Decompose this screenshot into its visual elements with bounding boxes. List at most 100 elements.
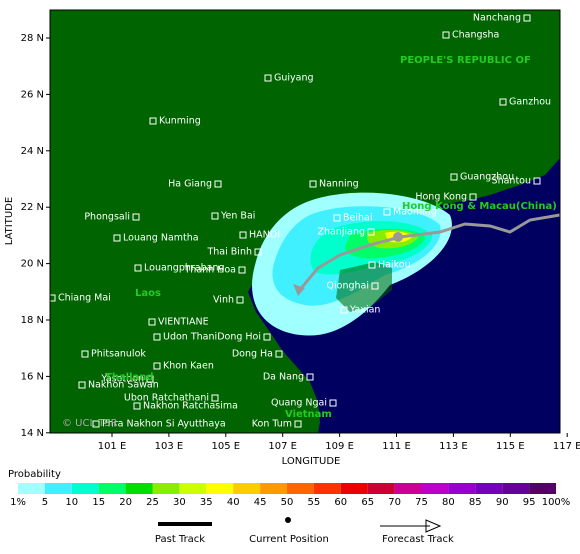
legend-swatch bbox=[287, 483, 314, 494]
axes: 101 E 103 E 105 E 107 E 109 E 111 E 113 E 115 E… bbox=[21, 33, 580, 452]
place-label: Phra Nakhon Si Ayutthaya bbox=[102, 419, 226, 430]
copyright: © UCL TSR bbox=[62, 418, 118, 429]
place-label: Guangzhou bbox=[460, 172, 514, 183]
legend-swatch bbox=[71, 483, 99, 494]
place-label: HANOI bbox=[249, 230, 280, 241]
legend-swatch bbox=[179, 483, 207, 494]
legend-label: 70 bbox=[388, 497, 401, 508]
legend: 1% 5 10 15 20 25 30 35 40 45 50 55 60 65 70 75 80 85 90 95 1… bbox=[10, 483, 570, 508]
legend-label: 85 bbox=[469, 497, 482, 508]
legend-swatch bbox=[340, 483, 368, 494]
x-axis-label: LONGITUDE bbox=[282, 456, 341, 467]
y-tick-label: 20 N bbox=[21, 259, 44, 270]
place-label: Beihai bbox=[343, 213, 372, 224]
legend-label: 60 bbox=[334, 497, 347, 508]
place-marker bbox=[294, 420, 302, 428]
legend-label: 25 bbox=[146, 497, 159, 508]
legend-swatch bbox=[44, 483, 72, 494]
x-tick-label: 115 E bbox=[496, 441, 525, 452]
place-marker bbox=[309, 180, 317, 188]
place-marker bbox=[211, 394, 219, 402]
place-marker bbox=[149, 117, 157, 125]
places: Nanchang Changsha Guiyang Ganzhou Kunming Nan… bbox=[50, 13, 557, 430]
place-marker bbox=[132, 213, 140, 221]
place-marker bbox=[306, 373, 314, 381]
region-label: Hong Kong & Macau(China) bbox=[402, 201, 557, 212]
place-marker bbox=[153, 362, 161, 370]
place-label: Maoming bbox=[393, 207, 437, 218]
legend-swatch bbox=[448, 483, 476, 494]
legend-swatch bbox=[152, 483, 180, 494]
place-marker bbox=[254, 248, 262, 256]
place-marker bbox=[523, 14, 531, 22]
legend-label: 50 bbox=[281, 497, 294, 508]
legend-label: 90 bbox=[496, 497, 509, 508]
place-marker bbox=[153, 333, 161, 341]
place-label: Kon Tum bbox=[252, 419, 292, 430]
y-tick-label: 18 N bbox=[21, 315, 44, 326]
legend-label: 20 bbox=[119, 497, 132, 508]
place-marker bbox=[78, 381, 86, 389]
place-label: Phongsali bbox=[84, 212, 130, 223]
y-tick-label: 24 N bbox=[21, 146, 44, 157]
legend-label: 30 bbox=[173, 497, 186, 508]
place-label: Udon Thani bbox=[163, 332, 217, 343]
legend-swatch bbox=[475, 483, 503, 494]
region-label: Vietnam bbox=[285, 409, 332, 420]
region-label: PEOPLE'S REPUBLIC OF bbox=[400, 55, 531, 66]
place-label: VIENTIANE bbox=[158, 317, 209, 328]
legend-swatch bbox=[206, 483, 234, 494]
place-label: Ubon Ratchathani bbox=[124, 393, 209, 404]
x-tick-label: 113 E bbox=[439, 441, 468, 452]
place-label: Quang Ngai bbox=[271, 398, 327, 409]
legend-swatch bbox=[260, 483, 287, 494]
place-marker bbox=[134, 264, 142, 272]
y-tick-label: 28 N bbox=[21, 33, 44, 44]
place-label: Thanh Hoa bbox=[184, 265, 237, 276]
place-label: Changsha bbox=[452, 30, 499, 41]
place-marker bbox=[148, 318, 156, 326]
place-label: Thai Binh bbox=[206, 247, 252, 258]
place-label: Ha Giang bbox=[168, 179, 212, 190]
place-marker bbox=[383, 208, 391, 216]
place-label: Nakhon Ratchasima bbox=[143, 401, 238, 412]
place-marker bbox=[113, 234, 121, 242]
legend-label: 45 bbox=[254, 497, 267, 508]
place-marker bbox=[146, 375, 154, 383]
place-label: Phitsanulok bbox=[91, 349, 146, 360]
legend-label: 95 bbox=[523, 497, 536, 508]
x-tick-label: 109 E bbox=[325, 441, 354, 452]
y-tick-label: 14 N bbox=[21, 428, 44, 439]
place-marker bbox=[211, 212, 219, 220]
place-marker bbox=[133, 402, 141, 410]
place-label: Louangphrabang bbox=[144, 263, 225, 274]
legend-swatch bbox=[233, 483, 261, 494]
forecast-arrow bbox=[425, 519, 442, 533]
x-tick-label: 103 E bbox=[155, 441, 184, 452]
place-label: Chiang Mai bbox=[58, 293, 111, 304]
place-label: Hong Kong bbox=[415, 192, 467, 203]
key-label: Forecast Track bbox=[382, 534, 454, 545]
legend-label: 1% bbox=[10, 497, 26, 508]
place-label: Khon Kaen bbox=[163, 361, 214, 372]
legend-label: 55 bbox=[308, 497, 321, 508]
place-marker bbox=[238, 266, 246, 274]
place-label: Ganzhou bbox=[509, 97, 551, 108]
key-label: Current Position bbox=[249, 534, 329, 545]
legend-swatch bbox=[98, 483, 126, 494]
place-label: Kunming bbox=[159, 116, 201, 127]
place-label: Nakhon Sawan bbox=[88, 380, 159, 391]
x-tick-label: 111 E bbox=[382, 441, 411, 452]
place-marker bbox=[263, 333, 271, 341]
place-label: Dong Ha bbox=[232, 349, 273, 360]
place-marker bbox=[367, 228, 375, 236]
legend-swatch bbox=[367, 483, 395, 494]
key: Past Track Current Position Forecast Tra… bbox=[155, 517, 454, 545]
forecast-track bbox=[296, 213, 560, 293]
legend-label: 65 bbox=[361, 497, 374, 508]
legend-swatch bbox=[529, 483, 556, 494]
place-label: Da Nang bbox=[263, 372, 304, 383]
place-marker bbox=[92, 420, 100, 428]
y-axis-label: LATITUDE bbox=[4, 197, 15, 245]
